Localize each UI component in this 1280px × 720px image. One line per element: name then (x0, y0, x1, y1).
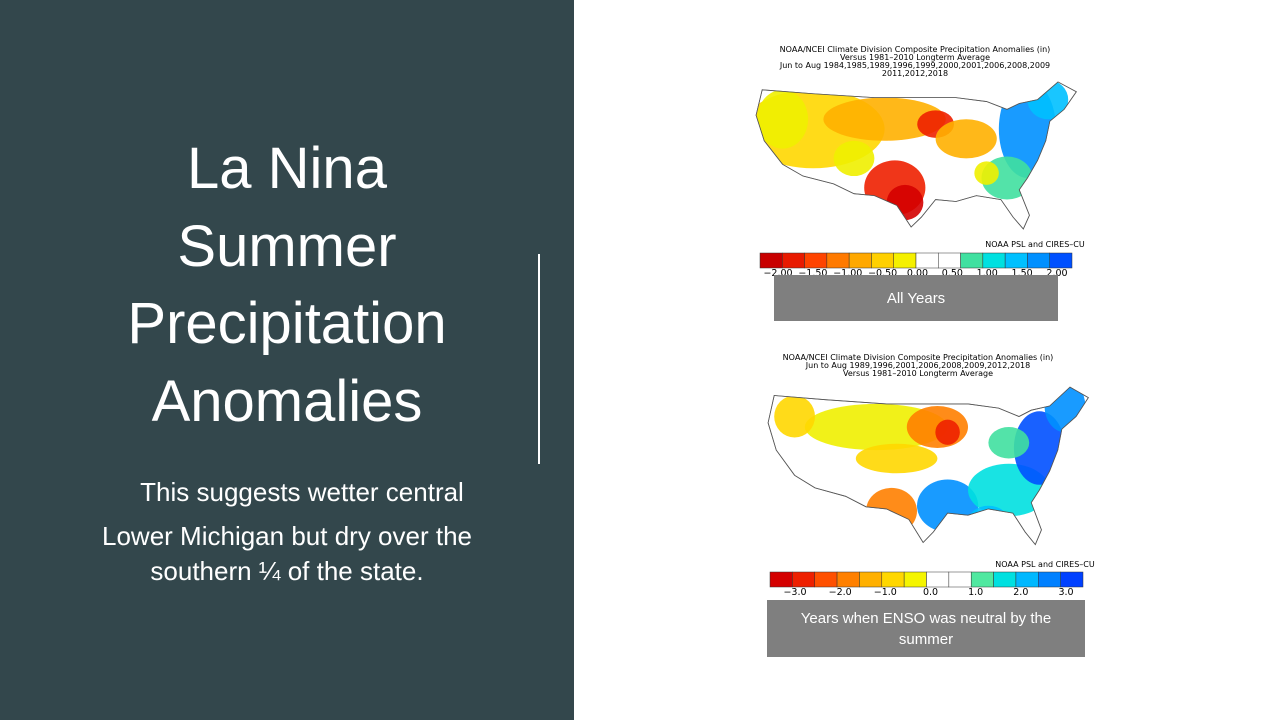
colorbar-cell (993, 571, 1017, 588)
colorbar-cell (938, 252, 961, 269)
anomaly-region (935, 419, 960, 445)
body-line: Lower Michigan but dry over the (102, 521, 472, 551)
map-title: Jun to Aug 1984,1985,1989,1996,1999,2000… (779, 61, 1050, 70)
colorbar-cell (871, 252, 894, 269)
colorbar-cell (804, 252, 828, 269)
colorbar-cell (1015, 571, 1039, 588)
colorbar-label: 3.0 (1058, 587, 1073, 598)
colorbar-cell (970, 571, 994, 588)
anomaly-region (988, 427, 1030, 459)
caption: All Years (774, 275, 1058, 321)
anomaly-region (1044, 387, 1086, 433)
map-title: Versus 1981–2010 Longterm Average (843, 369, 993, 378)
title-line: La Nina (187, 136, 387, 201)
colorbar-cell (814, 571, 838, 588)
colorbar-cell (836, 571, 860, 588)
colorbar-cell (1027, 252, 1050, 269)
us-map (767, 386, 1089, 546)
colorbar-label: −2.0 (829, 587, 852, 598)
colorbar-label: −1.00 (833, 268, 862, 279)
colorbar-cell (1060, 571, 1084, 588)
map-title: 2011,2012,2018 (882, 69, 948, 78)
colorbar-label: 2.0 (1013, 587, 1028, 598)
colorbar-cell (782, 252, 805, 269)
colorbar-label: −0.50 (868, 268, 897, 279)
colorbar-cell (769, 571, 793, 588)
colorbar-label: 1.00 (977, 268, 998, 279)
colorbar-cell (903, 571, 927, 588)
us-border (755, 81, 1077, 230)
map-credit: NOAA PSL and CIRES–CU (985, 240, 1085, 249)
anomaly-region (855, 443, 938, 474)
colorbar-label: 0.50 (942, 268, 963, 279)
colorbar-cell (1038, 571, 1061, 588)
colorbar-cell (1004, 252, 1028, 269)
colorbar-label: −3.0 (783, 587, 806, 598)
map-title: Jun to Aug 1989,1996,2001,2006,2008,2009… (805, 361, 1030, 370)
colorbar-label: −1.50 (798, 268, 827, 279)
anomaly-region (1027, 81, 1069, 120)
colorbar-cell (859, 571, 883, 588)
colorbar-cell (960, 252, 984, 269)
colorbar-label: 1.50 (1012, 268, 1033, 279)
title-line: Summer (177, 214, 397, 279)
map-title: NOAA/NCEI Climate Division Composite Pre… (783, 353, 1054, 362)
divider (538, 254, 540, 464)
us-map (755, 81, 1077, 230)
anomaly-region (757, 89, 809, 149)
colorbar-cell (848, 252, 872, 269)
anomaly-region (774, 395, 815, 438)
us-border (767, 386, 1089, 546)
caption: Years when ENSO was neutral by the summe… (767, 600, 1085, 657)
anomaly-region (886, 184, 924, 221)
anomaly-region (935, 119, 997, 159)
colorbar-cell (826, 252, 850, 269)
colorbar-label: 2.00 (1046, 268, 1067, 279)
map-title: NOAA/NCEI Climate Division Composite Pre… (780, 45, 1051, 54)
anomaly-region (974, 161, 999, 185)
colorbar-label: −1.0 (874, 587, 897, 598)
colorbar-cell (948, 571, 972, 588)
anomaly-region (833, 140, 875, 177)
colorbar-cell (982, 252, 1006, 269)
map-title: Versus 1981–2010 Longterm Average (840, 53, 990, 62)
colorbar-cell (1049, 252, 1073, 269)
title-line: Precipitation (127, 291, 447, 356)
colorbar-cell (893, 252, 917, 269)
body-line: This suggests wetter central (140, 477, 464, 507)
colorbar-label: 0.00 (907, 268, 928, 279)
colorbar-label: 1.0 (968, 587, 983, 598)
anomaly-region (823, 97, 946, 141)
colorbar-cell (926, 571, 950, 588)
colorbar-cell (759, 252, 783, 269)
colorbar-cell (881, 571, 905, 588)
anomalies (756, 81, 1069, 221)
colorbar-cell (792, 571, 815, 588)
colorbar-label: 0.0 (923, 587, 938, 598)
colorbar-cell (915, 252, 939, 269)
colorbar-label: −2.00 (763, 268, 792, 279)
map-credit: NOAA PSL and CIRES–CU (995, 560, 1095, 569)
title-panel: La Nina Summer Precipitation Anomalies This … (0, 0, 574, 720)
anomaly-region (968, 505, 1009, 538)
body-line: southern ¼ of the state. (150, 556, 424, 586)
title-line: Anomalies (151, 369, 423, 434)
